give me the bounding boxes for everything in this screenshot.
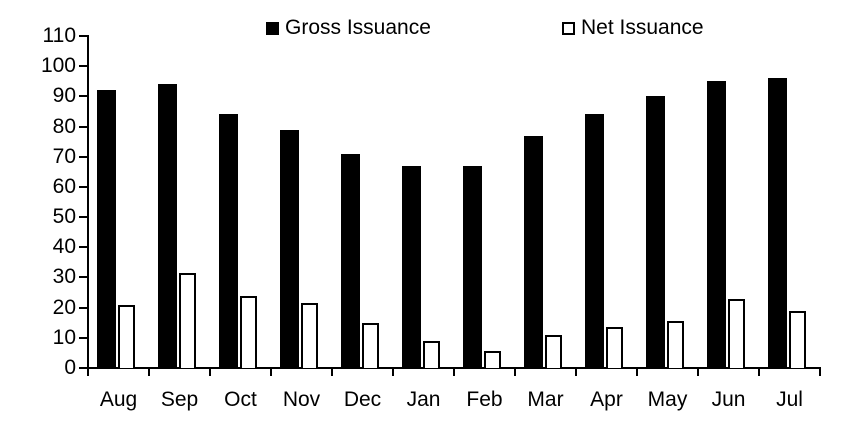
x-axis-category-label: Dec — [343, 388, 382, 411]
x-axis-tick — [636, 368, 638, 376]
legend-item-net-issuance: Net Issuance — [562, 16, 704, 40]
x-axis-category-label: Aug — [99, 388, 138, 411]
legend-item-gross-issuance: Gross Issuance — [266, 16, 431, 40]
legend-label-net-issuance: Net Issuance — [581, 16, 704, 39]
x-axis-category-label: Jul — [776, 388, 803, 411]
gross-issuance-bar — [585, 114, 604, 368]
chart-legend: Gross Issuance Net Issuance — [0, 0, 852, 44]
y-axis-tick — [79, 246, 88, 249]
x-axis-tick — [575, 368, 577, 376]
y-axis-tick — [79, 185, 88, 188]
gross-issuance-bar — [768, 78, 787, 368]
gross-issuance-bar — [463, 166, 482, 368]
x-axis-tick — [209, 368, 211, 376]
y-axis-tick-label: 40 — [52, 235, 76, 259]
net-issuance-bar — [301, 303, 318, 368]
x-axis-tick — [87, 368, 89, 376]
x-axis-tick — [514, 368, 516, 376]
net-issuance-bar — [484, 351, 501, 368]
x-axis-category-label: Apr — [590, 388, 623, 411]
x-axis-category-label: Mar — [527, 388, 564, 411]
net-issuance-bar — [606, 327, 623, 368]
net-issuance-bar — [118, 305, 135, 368]
gross-issuance-bar — [97, 90, 116, 368]
net-issuance-bar — [240, 296, 257, 368]
x-axis-tick — [270, 368, 272, 376]
y-axis-tick — [79, 65, 88, 68]
gross-issuance-bar — [402, 166, 421, 368]
y-axis-tick — [79, 155, 88, 158]
gross-issuance-bar — [524, 136, 543, 368]
x-axis-tick — [819, 368, 821, 376]
y-axis-tick — [79, 125, 88, 128]
net-issuance-bar — [423, 341, 440, 368]
x-axis-tick — [392, 368, 394, 376]
y-axis-tick — [79, 35, 88, 37]
net-issuance-bar — [545, 335, 562, 368]
y-axis-tick — [79, 276, 88, 279]
gross-issuance-bar — [280, 130, 299, 368]
gross-issuance-bar — [341, 154, 360, 368]
gross-issuance-swatch-icon — [266, 21, 279, 35]
y-axis-tick-label: 20 — [52, 295, 76, 319]
y-axis-tick-label: 80 — [52, 114, 76, 138]
y-axis-tick-label: 70 — [52, 144, 76, 168]
gross-issuance-bar — [158, 84, 177, 368]
y-axis-tick-label: 100 — [40, 54, 76, 78]
legend-label-gross-issuance: Gross Issuance — [285, 16, 431, 39]
y-axis-tick — [79, 216, 88, 219]
y-axis-tick-label: 0 — [64, 356, 76, 379]
y-axis-tick-label: 110 — [42, 24, 76, 47]
y-axis-tick — [79, 367, 88, 369]
x-axis-tick — [758, 368, 760, 376]
net-issuance-bar — [667, 321, 684, 368]
net-issuance-bar — [179, 273, 196, 368]
y-axis-tick-label: 30 — [52, 265, 76, 289]
y-axis-tick — [79, 306, 88, 309]
x-axis-category-label: Jan — [406, 388, 441, 411]
x-axis-category-label: Oct — [224, 388, 257, 411]
y-axis-tick-label: 90 — [52, 84, 76, 108]
x-axis-tick — [331, 368, 333, 376]
gross-issuance-bar — [707, 81, 726, 368]
x-axis-category-label: Jun — [711, 388, 746, 411]
x-axis-tick — [697, 368, 699, 376]
gross-issuance-bar — [219, 114, 238, 368]
net-issuance-bar — [362, 323, 379, 368]
y-axis-line — [87, 35, 89, 369]
y-axis-tick — [79, 95, 88, 98]
x-axis-category-label: Sep — [160, 388, 199, 411]
y-axis-tick-label: 50 — [52, 205, 76, 229]
x-axis-tick — [148, 368, 150, 376]
x-axis-tick — [453, 368, 455, 376]
x-axis-category-label: Feb — [466, 388, 503, 411]
y-axis-tick-label: 10 — [52, 325, 76, 349]
net-issuance-swatch-icon — [562, 21, 575, 35]
net-issuance-bar — [789, 311, 806, 368]
y-axis-tick-label: 60 — [52, 174, 76, 198]
net-issuance-bar — [728, 299, 745, 368]
x-axis-category-label: Nov — [282, 388, 321, 411]
x-axis-category-label: May — [647, 388, 688, 411]
y-axis-tick — [79, 336, 88, 339]
gross-issuance-bar — [646, 96, 665, 368]
